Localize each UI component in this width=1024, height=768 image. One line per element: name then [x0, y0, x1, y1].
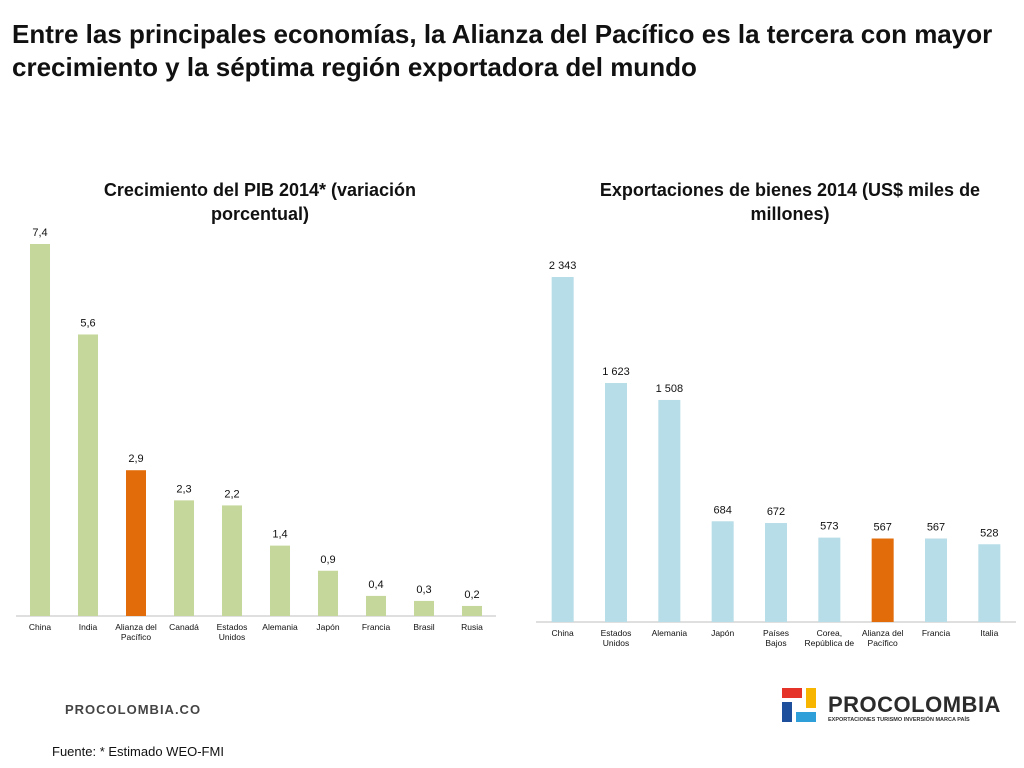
exports-data-label: 672: [767, 506, 785, 518]
gdp-bar: [30, 244, 50, 616]
exports-data-label: 567: [927, 522, 945, 534]
exports-category-label: China: [552, 628, 574, 638]
exports-category-label: Estados Unidos: [601, 628, 632, 648]
exports-bar: [871, 538, 894, 622]
exports-bar: [551, 277, 574, 622]
gdp-data-label: 0,3: [416, 584, 431, 596]
exports-category-label: Japón: [711, 628, 734, 638]
gdp-bar: [414, 600, 434, 616]
gdp-data-label: 2,2: [224, 488, 239, 500]
exports-bar: [605, 383, 627, 622]
gdp-category-label: Japón: [316, 622, 339, 632]
exports-bar: [818, 537, 841, 622]
gdp-category-label: Canadá: [169, 622, 199, 632]
gdp-data-label: 5,6: [80, 317, 95, 329]
website-label: PROCOLOMBIA.CO: [65, 702, 202, 717]
gdp-bar: [270, 545, 290, 616]
gdp-category-label: Alianza del Pacífico: [115, 622, 157, 642]
exports-category-label: Países Bajos: [763, 628, 789, 648]
exports-data-label: 528: [980, 527, 998, 539]
gdp-data-label: 0,2: [464, 589, 479, 601]
exports-data-label: 573: [820, 521, 838, 533]
gdp-category-label: Brasil: [413, 622, 434, 632]
exports-bar: [978, 544, 1001, 622]
source-note: Fuente: * Estimado WEO-FMI: [52, 744, 224, 759]
gdp-category-label: India: [79, 622, 98, 632]
gdp-bar: [78, 334, 98, 616]
exports-data-label: 1 508: [656, 383, 684, 395]
logo-tagline: EXPORTACIONES TURISMO INVERSIÓN MARCA PA…: [828, 717, 970, 723]
exports-category-label: Corea, República de: [805, 628, 855, 648]
gdp-bar: [126, 470, 146, 616]
gdp-bar: [366, 595, 386, 616]
gdp-data-label: 7,4: [32, 227, 47, 239]
exports-chart-title: Exportaciones de bienes 2014 (US$ miles …: [599, 180, 981, 224]
gdp-bar: [462, 605, 482, 616]
gdp-bar: [318, 570, 338, 616]
gdp-category-label: Estados Unidos: [217, 622, 248, 642]
gdp-category-label: Alemania: [262, 622, 298, 632]
procolombia-logo-icon: [782, 688, 816, 722]
gdp-category-label: Francia: [362, 622, 391, 632]
exports-bar: [765, 523, 787, 622]
gdp-data-label: 2,9: [128, 453, 143, 465]
exports-data-label: 2 343: [549, 260, 577, 272]
gdp-category-label: China: [29, 622, 51, 632]
exports-data-label: 567: [873, 522, 891, 534]
exports-category-label: Alianza del Pacífico: [862, 628, 904, 648]
gdp-data-label: 1,4: [272, 529, 287, 541]
gdp-data-label: 0,9: [320, 554, 335, 566]
exports-data-label: 1 623: [602, 366, 630, 378]
gdp-data-label: 2,3: [176, 483, 191, 495]
exports-bar: [658, 399, 681, 622]
gdp-bar: [174, 500, 194, 616]
logo-text: PROCOLOMBIA: [828, 692, 1001, 717]
gdp-data-label: 0,4: [368, 579, 383, 591]
exports-category-label: Francia: [922, 628, 951, 638]
procolombia-logo: PROCOLOMBIA EXPORTACIONES TURISMO INVERS…: [782, 688, 1000, 728]
gdp-chart-title: Crecimiento del PIB 2014* (variación por…: [103, 180, 417, 224]
exports-data-label: 684: [713, 504, 731, 516]
gdp-bar: [222, 505, 242, 616]
gdp-category-label: Rusia: [461, 622, 483, 632]
exports-bar: [925, 538, 947, 622]
exports-bar: [711, 521, 734, 622]
exports-category-label: Italia: [980, 628, 998, 638]
page-title: Entre las principales economías, la Alia…: [12, 19, 993, 82]
exports-category-label: Alemania: [652, 628, 688, 638]
